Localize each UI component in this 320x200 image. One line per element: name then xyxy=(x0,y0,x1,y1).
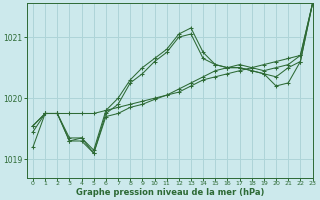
X-axis label: Graphe pression niveau de la mer (hPa): Graphe pression niveau de la mer (hPa) xyxy=(76,188,264,197)
